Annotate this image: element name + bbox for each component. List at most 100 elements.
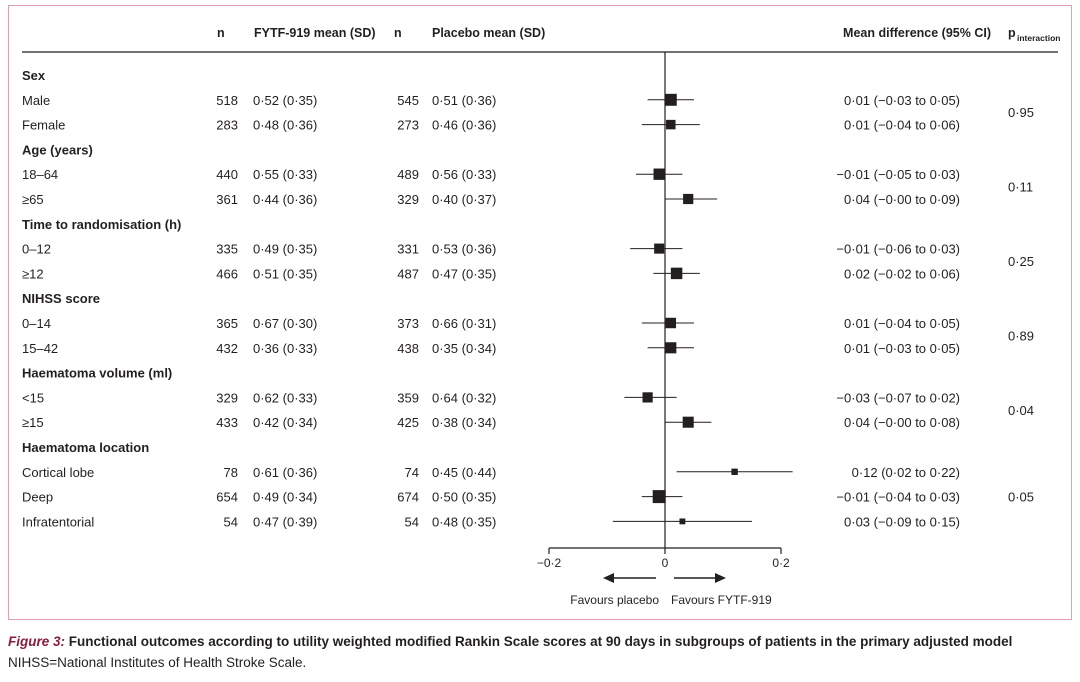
- group-p-interaction: 0·89: [1008, 328, 1034, 343]
- estimate-marker: [665, 342, 677, 354]
- row-n-active: 329: [216, 390, 238, 405]
- group-label: Age (years): [22, 142, 93, 157]
- estimate-marker: [731, 468, 738, 475]
- figure-frame: [8, 5, 1072, 620]
- estimate-marker: [665, 317, 677, 329]
- row-label: ≥15: [22, 415, 44, 430]
- x-tick-label: −0·2: [537, 556, 562, 570]
- row-n-active: 365: [216, 316, 238, 331]
- direction-right-label: Favours FYTF-919: [671, 593, 772, 607]
- row-n-active: 361: [216, 192, 238, 207]
- x-tick-label: 0·2: [772, 556, 790, 570]
- group-label: Haematoma location: [22, 440, 149, 455]
- header-mean-difference: Mean difference (95% CI): [843, 26, 991, 40]
- row-active-mean: 0·42 (0·34): [253, 415, 317, 430]
- row-n-placebo: 425: [397, 415, 419, 430]
- figure-caption: Figure 3: Functional outcomes according …: [8, 631, 1076, 673]
- row-label: Deep: [22, 490, 53, 505]
- row-mean-difference: 0·04 (−0·00 to 0·09): [844, 192, 960, 207]
- row-mean-difference: −0·03 (−0·07 to 0·02): [836, 390, 960, 405]
- row-n-placebo: 54: [405, 514, 419, 529]
- row-mean-difference: 0·12 (0·02 to 0·22): [852, 465, 960, 480]
- group-p-interaction: 0·11: [1008, 180, 1033, 195]
- group-p-interaction: 0·04: [1008, 403, 1034, 418]
- row-active-mean: 0·36 (0·33): [253, 341, 317, 356]
- row-mean-difference: 0·03 (−0·09 to 0·15): [844, 514, 960, 529]
- estimate-marker: [642, 392, 653, 403]
- estimate-marker: [653, 168, 665, 180]
- row-n-placebo: 545: [397, 93, 419, 108]
- row-label: Female: [22, 118, 65, 133]
- row-placebo-mean: 0·46 (0·36): [432, 118, 496, 133]
- row-placebo-mean: 0·50 (0·35): [432, 490, 496, 505]
- estimate-marker: [654, 243, 665, 254]
- x-tick-label: 0: [662, 556, 669, 570]
- row-mean-difference: 0·01 (−0·03 to 0·05): [844, 93, 960, 108]
- row-placebo-mean: 0·40 (0·37): [432, 192, 496, 207]
- row-placebo-mean: 0·47 (0·35): [432, 266, 496, 281]
- row-mean-difference: 0·02 (−0·02 to 0·06): [844, 266, 960, 281]
- row-mean-difference: 0·01 (−0·04 to 0·05): [844, 316, 960, 331]
- group-label: Time to randomisation (h): [22, 217, 181, 232]
- row-n-active: 518: [216, 93, 238, 108]
- row-n-placebo: 331: [397, 242, 419, 257]
- row-label: 15–42: [22, 341, 58, 356]
- row-placebo-mean: 0·64 (0·32): [432, 390, 496, 405]
- row-n-active: 78: [224, 465, 238, 480]
- arrow-left-head: [603, 573, 614, 583]
- caption-title: Figure 3: Functional outcomes according …: [8, 631, 1076, 652]
- row-placebo-mean: 0·48 (0·35): [432, 514, 496, 529]
- caption-text: Functional outcomes according to utility…: [65, 634, 1013, 649]
- estimate-marker: [652, 490, 666, 504]
- estimate-marker: [679, 518, 686, 525]
- row-n-active: 433: [216, 415, 238, 430]
- row-n-active: 283: [216, 118, 238, 133]
- direction-left-label: Favours placebo: [570, 593, 659, 607]
- row-label: Cortical lobe: [22, 465, 94, 480]
- header-p: p: [1008, 26, 1016, 40]
- group-label: NIHSS score: [22, 291, 100, 306]
- row-mean-difference: −0·01 (−0·06 to 0·03): [836, 242, 960, 257]
- estimate-marker: [682, 416, 694, 428]
- row-n-active: 335: [216, 242, 238, 257]
- group-p-interaction: 0·25: [1008, 254, 1034, 269]
- row-active-mean: 0·51 (0·35): [253, 266, 317, 281]
- row-n-placebo: 373: [397, 316, 419, 331]
- header-n-active: n: [217, 26, 225, 40]
- row-active-mean: 0·49 (0·35): [253, 242, 317, 257]
- caption-note: NIHSS=National Institutes of Health Stro…: [8, 655, 307, 670]
- row-n-placebo: 489: [397, 167, 419, 182]
- row-placebo-mean: 0·45 (0·44): [432, 465, 496, 480]
- row-placebo-mean: 0·35 (0·34): [432, 341, 496, 356]
- forest-plot: n FYTF-919 mean (SD) n Placebo mean (SD) Mea…: [22, 26, 1060, 607]
- row-active-mean: 0·49 (0·34): [253, 490, 317, 505]
- row-n-active: 440: [216, 167, 238, 182]
- row-label: 0–12: [22, 242, 51, 257]
- row-label: ≥65: [22, 192, 44, 207]
- group-p-interaction: 0·05: [1008, 490, 1034, 505]
- row-label: ≥12: [22, 266, 44, 281]
- row-active-mean: 0·48 (0·36): [253, 118, 317, 133]
- row-placebo-mean: 0·53 (0·36): [432, 242, 496, 257]
- arrow-right-head: [715, 573, 726, 583]
- estimate-marker: [683, 193, 694, 205]
- header-n-placebo: n: [394, 26, 402, 40]
- row-active-mean: 0·61 (0·36): [253, 465, 317, 480]
- row-n-placebo: 487: [397, 266, 419, 281]
- group-p-interaction: 0·95: [1008, 105, 1034, 120]
- header-p-subscript: interaction: [1017, 33, 1060, 43]
- row-label: Male: [22, 93, 50, 108]
- row-placebo-mean: 0·56 (0·33): [432, 167, 496, 182]
- row-n-placebo: 359: [397, 390, 419, 405]
- row-n-placebo: 329: [397, 192, 419, 207]
- row-active-mean: 0·67 (0·30): [253, 316, 317, 331]
- estimate-marker: [670, 267, 683, 280]
- header-active-mean: FYTF-919 mean (SD): [254, 26, 376, 40]
- row-n-active: 54: [224, 514, 238, 529]
- row-label: Infratentorial: [22, 514, 94, 529]
- row-placebo-mean: 0·38 (0·34): [432, 415, 496, 430]
- row-active-mean: 0·44 (0·36): [253, 192, 317, 207]
- row-placebo-mean: 0·66 (0·31): [432, 316, 496, 331]
- row-label: 0–14: [22, 316, 51, 331]
- estimate-marker: [666, 119, 676, 130]
